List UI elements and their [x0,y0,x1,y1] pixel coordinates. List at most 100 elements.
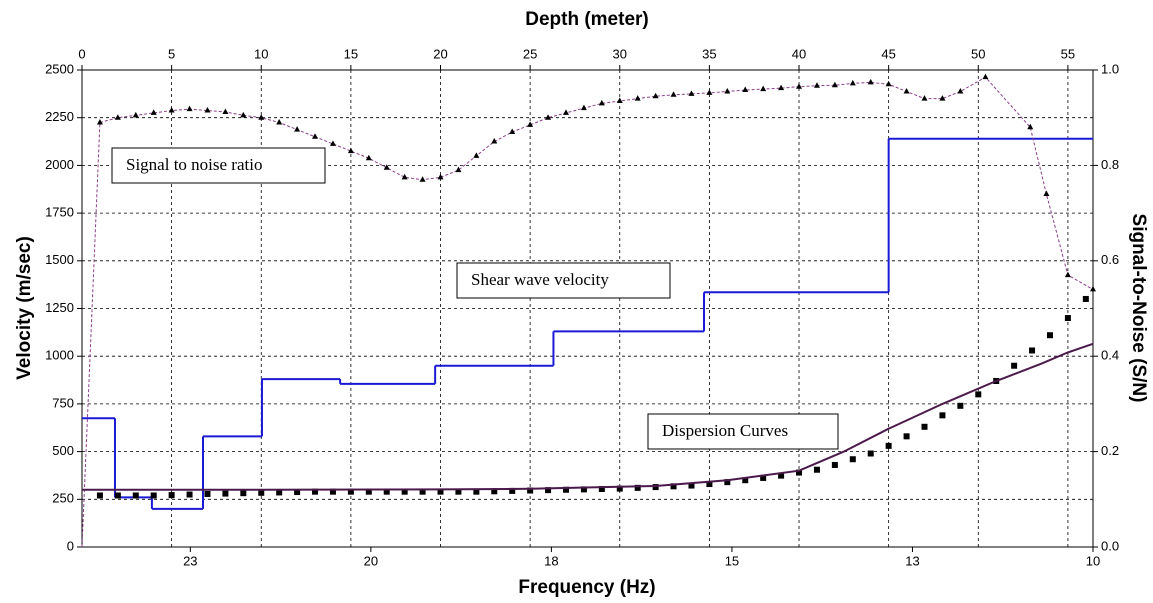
x-tick-label: 5 [168,46,175,61]
snr-marker [527,121,534,127]
snr-marker [742,86,749,93]
snr-marker [114,114,121,120]
dispersion-point [204,490,211,497]
snr-marker [347,147,354,154]
y-tick-label: 250 [52,491,74,506]
dispersion-point [294,489,301,496]
dispersion-point [401,488,408,495]
dispersion-point [240,490,247,497]
y2-axis-title: Signal-to-Noise (S/N) [1128,214,1149,403]
dispersion-point [957,402,964,409]
snr-marker [598,99,605,106]
dispersion-point [885,442,892,449]
y-tick-label: 750 [52,395,74,410]
dispersion-point [347,488,354,495]
snr-marker [258,114,265,120]
snr-marker [455,166,462,173]
y-tick-label: 2500 [45,61,74,76]
snr-marker [150,109,157,115]
snr-marker [186,105,193,112]
dispersion-point [921,423,928,430]
y2-tick-label: 0.8 [1101,157,1119,172]
x-tick-label: 45 [881,46,895,61]
snr-marker [168,107,175,113]
dispersion-point [939,412,946,419]
snr-marker [670,91,677,97]
dispersion-point [222,490,229,497]
snr-marker [831,81,838,88]
snr-marker [706,89,713,95]
snr-marker [132,111,139,118]
snr-marker [885,80,892,87]
dispersion-point [706,481,713,488]
y-tick-label: 0 [67,538,74,553]
dispersion-point [867,450,874,457]
snr-marker [473,152,480,158]
snr-marker [401,173,408,180]
dispersion-point [132,492,139,499]
snr-marker [329,140,336,146]
snr-marker [1090,285,1096,292]
snr-marker [867,78,874,85]
dispersion-point [670,483,677,490]
snr-marker [545,114,552,120]
snr-marker [312,133,319,139]
dispersion-point [1029,347,1036,354]
dispersion-point [276,489,283,496]
snr-marker [365,154,372,161]
snr-marker [796,83,803,89]
x2-tick-label: 10 [1086,553,1100,568]
snr-marker [509,128,516,135]
snr-marker [634,95,641,101]
dispersion-point [742,477,749,484]
dispersion-point [760,474,767,481]
snr-marker [903,87,910,94]
snr-marker [760,85,767,92]
dispersion-point [975,391,982,398]
y2-tick-label: 0.4 [1101,348,1119,363]
snr-marker [491,138,498,144]
annotation: Signal to noise ratio [126,155,262,174]
annotation-box [111,147,326,184]
dispersion-point [1082,295,1089,302]
y-tick-label: 1000 [45,348,74,363]
y-tick-label: 2250 [45,109,74,124]
dispersion-point [724,479,731,486]
snr-marker [1064,271,1071,278]
x2-tick-label: 20 [364,553,378,568]
dispersion-point [778,472,785,479]
snr-marker [204,107,211,113]
dispersion-point [437,488,444,495]
x2-axis-title: Frequency (Hz) [518,577,655,598]
dispersion-point [580,486,587,493]
y2-tick-label: 0.6 [1101,252,1119,267]
snr-marker [957,87,964,94]
dispersion-point [652,484,659,491]
dispersion-point [509,487,516,494]
dispersion-point [527,487,534,494]
dispersion-point [168,492,175,499]
x-tick-label: 50 [971,46,985,61]
dispersion-point [634,484,641,491]
annotation: Shear wave velocity [471,270,609,289]
x-tick-label: 20 [433,46,447,61]
dispersion-point [545,487,552,494]
dispersion-point [796,469,803,476]
annotation-box [647,413,839,450]
dispersion-point [831,461,838,468]
dispersion-point [329,488,336,495]
x-tick-label: 15 [344,46,358,61]
x2-tick-label: 13 [905,553,919,568]
dispersion-point [365,488,372,495]
dispersion-point [491,488,498,495]
dispersion-point [903,433,910,440]
snr-marker [240,111,247,118]
x2-tick-label: 15 [725,553,739,568]
snr-marker [1027,123,1034,130]
snr-marker [580,104,587,111]
dispersion-point [150,492,157,499]
snr-marker [276,118,283,125]
dispersion-point [96,492,103,499]
dispersion-point [616,485,623,492]
